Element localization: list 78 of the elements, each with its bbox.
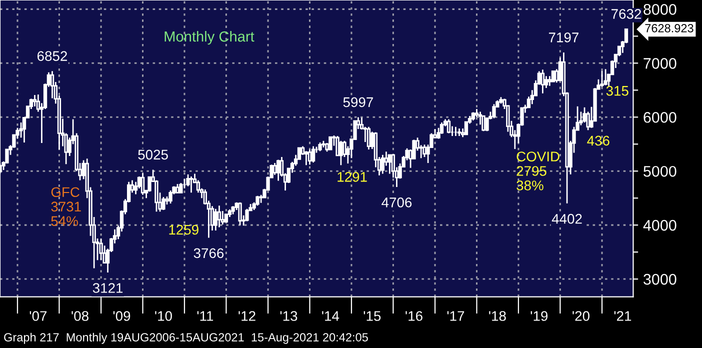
candlestick	[245, 208, 249, 222]
x-tick-label: '12	[238, 311, 256, 321]
y-tick-label: 6000	[644, 112, 676, 123]
candlestick	[471, 112, 476, 122]
x-tick-label: '21	[614, 311, 632, 321]
x-tick-label: '19	[530, 311, 548, 321]
x-tick-label: '20	[572, 311, 590, 321]
candlestick	[304, 150, 308, 166]
candlestick	[99, 238, 103, 261]
candlestick	[256, 195, 260, 206]
y-tick-label: 7000	[644, 58, 676, 69]
candlestick	[339, 140, 343, 166]
annotation: 1259	[169, 224, 198, 235]
candlestick	[492, 103, 496, 119]
x-tick-label: '13	[280, 311, 298, 321]
candlestick	[168, 190, 172, 204]
text: Monthly Chart	[164, 30, 254, 45]
y-tick-label: 4000	[643, 220, 676, 231]
y-tick-label: 3000	[644, 274, 676, 285]
candlestick	[231, 205, 235, 215]
candlestick	[162, 196, 166, 211]
annotation: 4706	[382, 198, 412, 208]
annotation: 5025	[138, 150, 168, 160]
candlestick	[380, 154, 385, 174]
candlestick	[457, 128, 462, 137]
candlestick	[482, 114, 486, 132]
candlestick	[311, 146, 316, 164]
x-tick-label: '14	[322, 311, 340, 321]
candlestick	[238, 202, 242, 226]
x-tick-label: '08	[72, 311, 88, 321]
candlestick	[388, 154, 392, 174]
x-tick-label: '16	[406, 311, 422, 321]
annotation: 3766	[194, 248, 224, 258]
x-tick-label: '09	[113, 311, 130, 321]
candlestick	[600, 70, 604, 88]
annotation: 436	[587, 136, 610, 146]
annotation: GFC 3731 54%	[51, 187, 81, 226]
candlestick	[328, 136, 332, 151]
y-tick-label: 8000	[644, 4, 676, 15]
candlestick	[454, 126, 458, 137]
candlestick	[322, 140, 326, 148]
candlestick	[217, 204, 222, 228]
candlestick	[189, 176, 194, 194]
x-tick-label: '17	[447, 311, 464, 321]
candlestick	[182, 178, 186, 190]
candlestick	[366, 126, 371, 150]
annotation: 315	[606, 86, 628, 96]
candlestick	[604, 68, 608, 86]
candlestick	[176, 183, 180, 194]
x-tick-label: '11	[197, 311, 214, 321]
candlestick	[214, 208, 218, 232]
annotation: 4402	[552, 214, 582, 224]
annotation: 6852	[37, 51, 67, 61]
candlestick	[540, 68, 545, 94]
candlestick	[318, 142, 322, 152]
candlestick	[276, 159, 280, 182]
x-tick-label: '15	[364, 311, 381, 321]
x-tick-label: '18	[489, 311, 506, 321]
y-tick-label: 5000	[644, 166, 676, 177]
candlestick	[32, 94, 37, 108]
x-tick-label: '07	[30, 311, 47, 321]
candlestick	[586, 111, 590, 131]
candlestick	[551, 70, 556, 83]
candlestick	[308, 148, 312, 166]
candlestick	[179, 182, 183, 194]
annotation: 7632	[611, 9, 641, 19]
caption: Graph 217 Monthly 19AUG2006-15AUG2021 15-Aug-2021 20:42:05	[4, 332, 368, 344]
candlestick	[224, 213, 228, 224]
annotation: 1291	[338, 172, 367, 182]
candlestick	[446, 118, 451, 134]
annotation: COVID 2795 38%	[516, 152, 560, 190]
annotation: 7197	[548, 32, 578, 42]
annotation: 7628.923	[645, 24, 694, 32]
annotation: 3121	[92, 283, 123, 293]
x-tick-label: '10	[155, 311, 172, 321]
annotation: 5997	[343, 97, 373, 108]
candlestick	[440, 122, 444, 135]
candlestick	[140, 172, 145, 196]
